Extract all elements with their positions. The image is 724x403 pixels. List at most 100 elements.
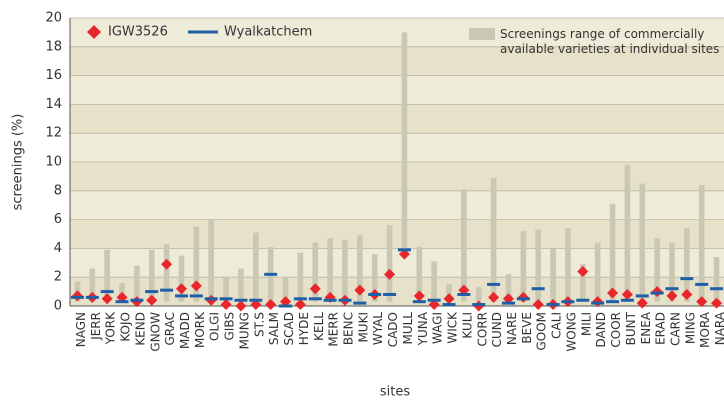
- x-tick-label: KULI: [460, 312, 474, 339]
- diamond-marker: [458, 284, 470, 296]
- diamond-marker: [280, 296, 292, 308]
- diamond-marker: [443, 293, 455, 305]
- dash-marker: [323, 298, 337, 302]
- y-tick-label: 0: [54, 299, 62, 314]
- range-bar: [461, 189, 467, 302]
- dash-marker: [412, 300, 426, 304]
- x-tick-label: MORA: [698, 311, 712, 348]
- x-tick-label: JERR: [89, 312, 103, 341]
- x-tick-label: BUNT: [624, 311, 638, 345]
- x-tick-label: SCAD: [282, 312, 296, 345]
- diamond-marker: [398, 248, 410, 260]
- x-tick-label: GIBS: [223, 312, 237, 340]
- dash-marker: [531, 287, 545, 291]
- range-bar: [654, 238, 660, 302]
- x-tick-label: GOOM: [535, 312, 549, 351]
- dash-marker: [249, 298, 263, 302]
- dash-marker: [665, 287, 679, 291]
- range-bar: [431, 261, 437, 302]
- dash-marker: [442, 303, 456, 307]
- x-tick-label: OLGI: [208, 312, 222, 341]
- range-bar: [148, 249, 155, 302]
- range-bar: [505, 274, 512, 302]
- dash-marker: [635, 294, 649, 298]
- dash-marker: [368, 292, 382, 296]
- range-bar: [475, 287, 482, 302]
- dash-marker: [115, 300, 129, 304]
- range-bar: [594, 242, 601, 302]
- x-tick-label: SALM: [267, 312, 281, 345]
- diamond-marker: [428, 299, 440, 311]
- y-tick-label: 6: [54, 212, 62, 227]
- diamond-marker: [607, 287, 619, 299]
- range-bar: [565, 228, 571, 302]
- range-bar: [193, 226, 200, 302]
- range-bar: [252, 232, 259, 302]
- range-bar: [238, 268, 244, 302]
- dash-marker: [710, 287, 724, 291]
- dash-marker: [293, 297, 307, 301]
- y-tick-label: 14: [45, 97, 62, 112]
- x-tick-label: GNOW: [148, 312, 162, 352]
- plot-band: [70, 18, 724, 47]
- x-tick-label: MERR: [327, 312, 341, 347]
- x-tick-label: BEVE: [520, 312, 534, 344]
- dash-marker: [383, 292, 397, 296]
- y-tick-label: 8: [54, 183, 62, 198]
- x-tick-label: MULL: [401, 312, 415, 345]
- range-bar: [357, 235, 363, 302]
- range-bar: [579, 264, 586, 302]
- diamond-marker: [488, 291, 500, 303]
- dash-marker: [264, 272, 278, 276]
- diamond-marker: [294, 299, 306, 311]
- x-tick-label: MADD: [178, 312, 192, 349]
- dash-marker: [591, 301, 605, 305]
- x-tick-label: CORR: [475, 312, 489, 347]
- range-bar: [669, 242, 675, 302]
- range-bar: [446, 284, 452, 302]
- legend-label: Wyalkatchem: [224, 25, 312, 40]
- dash-marker: [457, 292, 471, 296]
- diamond-marker: [384, 268, 396, 280]
- x-tick-label: NARA: [713, 311, 724, 345]
- diamond-marker: [235, 300, 247, 312]
- dash-marker: [219, 297, 233, 301]
- range-bar: [490, 177, 497, 302]
- range-bar: [89, 268, 96, 302]
- range-bar: [371, 254, 378, 302]
- x-tick-label: MUNG: [237, 312, 251, 349]
- x-tick-label: ST.S: [252, 312, 266, 337]
- dash-marker: [427, 298, 441, 302]
- x-tick-label: CARN: [668, 312, 682, 346]
- range-bar: [639, 183, 646, 302]
- range-bar: [624, 164, 631, 302]
- dash-marker: [85, 295, 99, 299]
- diamond-marker: [265, 299, 277, 311]
- x-tick-label: KOJO: [119, 312, 133, 342]
- diamond-marker: [309, 283, 321, 295]
- y-tick-label: 10: [45, 155, 62, 170]
- diamond-marker: [101, 293, 113, 305]
- x-axis-title: sites: [380, 385, 410, 400]
- range-bar: [401, 32, 408, 253]
- x-tick-label: WICK: [446, 311, 460, 344]
- range-bar: [297, 252, 304, 302]
- range-bar: [609, 203, 616, 302]
- x-tick-label: ENEA: [639, 311, 653, 344]
- diamond-marker: [190, 280, 202, 292]
- dash-marker: [70, 295, 84, 299]
- range-bar: [550, 248, 556, 302]
- x-tick-label: MUKI: [356, 312, 370, 343]
- x-tick-label: ERAD: [654, 312, 668, 345]
- plot-band: [70, 133, 724, 162]
- x-tick-label: NARE: [505, 312, 519, 345]
- dash-marker: [487, 282, 501, 286]
- range-bar: [134, 265, 140, 302]
- y-axis-title: screenings (%): [11, 114, 26, 211]
- dash-marker: [576, 298, 590, 302]
- diamond-marker: [636, 297, 648, 309]
- range-bar: [178, 255, 185, 302]
- range-bar: [104, 249, 110, 302]
